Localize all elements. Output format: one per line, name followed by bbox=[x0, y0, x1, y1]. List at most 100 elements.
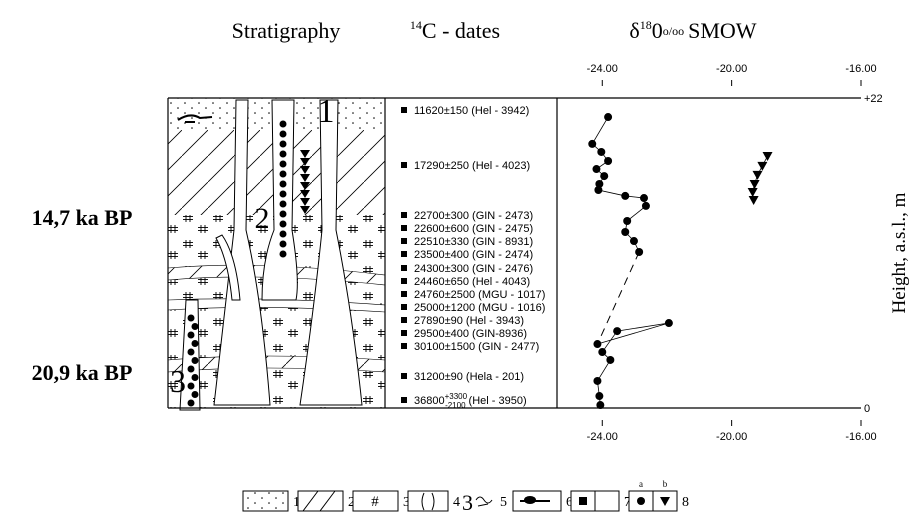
date-bullet bbox=[401, 397, 407, 403]
circle-marker bbox=[639, 194, 648, 203]
sample-dot bbox=[279, 250, 287, 258]
circle-marker bbox=[641, 201, 650, 210]
sample-dot bbox=[187, 382, 195, 390]
sample-dot bbox=[279, 120, 287, 128]
date: 36800+3300 -2100 (Hel - 3950) bbox=[414, 392, 527, 410]
sample-triangle bbox=[300, 198, 310, 206]
sample-dot bbox=[279, 230, 287, 238]
circle-marker bbox=[635, 248, 644, 257]
legend-number: 1 bbox=[293, 495, 300, 510]
triangle-marker bbox=[762, 152, 773, 162]
date: 22510±330 (GIN - 8931) bbox=[414, 236, 533, 248]
date: 24300±300 (GIN - 2476) bbox=[414, 263, 533, 275]
sample-triangle bbox=[300, 166, 310, 174]
x-tick-label: -24.00 bbox=[587, 431, 618, 443]
triangle-marker bbox=[747, 187, 758, 197]
circle-marker bbox=[664, 319, 673, 328]
date: 31200±90 (Hela - 201) bbox=[414, 371, 524, 383]
date-bullet bbox=[401, 265, 407, 271]
legend-number: 8 bbox=[682, 495, 689, 510]
stratigraphy: 1 2 3 bbox=[167, 93, 386, 411]
strat-number: 1 bbox=[318, 93, 335, 130]
circle-marker bbox=[604, 156, 613, 165]
sample-dot bbox=[279, 220, 287, 228]
legend-sub: a bbox=[639, 479, 643, 489]
legend-sub: b bbox=[663, 479, 668, 489]
sample-triangle bbox=[300, 174, 310, 182]
sample-dot bbox=[279, 240, 287, 248]
date-bullet bbox=[401, 278, 407, 284]
circle-marker bbox=[593, 340, 602, 349]
sample-dot bbox=[279, 140, 287, 148]
header-text: C - dates bbox=[422, 18, 500, 43]
date: 24460±650 (Hel - 4043) bbox=[414, 276, 530, 288]
circle-marker bbox=[588, 139, 597, 148]
sample-dot bbox=[279, 150, 287, 158]
date-lab: (Hel - 3950) bbox=[469, 395, 527, 407]
y-tick-label: +22 bbox=[864, 93, 883, 105]
date-bullet bbox=[401, 251, 407, 257]
legend-number: 4 bbox=[453, 495, 460, 510]
sample-triangle bbox=[300, 206, 310, 214]
circle-marker bbox=[600, 172, 609, 181]
date-minus: -2100 bbox=[445, 401, 466, 410]
dates-list: 11620±150 (Hel - 3942) 17290±250 (Hel - 4… bbox=[401, 105, 545, 383]
sample-triangle bbox=[300, 158, 310, 166]
date-bullet bbox=[401, 107, 407, 113]
circle-marker bbox=[598, 348, 607, 357]
sample-dot bbox=[279, 200, 287, 208]
circle-marker bbox=[596, 401, 605, 410]
sample-dot bbox=[187, 348, 195, 356]
sample-dot bbox=[279, 130, 287, 138]
sample-dot bbox=[187, 365, 195, 373]
gap-connector bbox=[596, 251, 640, 345]
date-bullet bbox=[401, 238, 407, 244]
series-line bbox=[591, 116, 670, 406]
date: 22700±300 (GIN - 2473) bbox=[414, 210, 533, 222]
sample-dot bbox=[187, 314, 195, 322]
age-label: 20,9 ka BP bbox=[32, 360, 133, 385]
circle-marker bbox=[595, 392, 604, 401]
sample-dot bbox=[191, 374, 199, 381]
sample-dot bbox=[279, 190, 287, 198]
circle-marker bbox=[621, 191, 630, 200]
header-sup: 18 bbox=[640, 18, 652, 32]
sample-dot bbox=[187, 331, 195, 339]
date: 24760±2500 (MGU - 1017) bbox=[414, 289, 545, 301]
legend-number: 6 bbox=[566, 495, 573, 510]
y-axis-label: Height, a.s.l., m bbox=[889, 192, 910, 313]
date: 17290±250 (Hel - 4023) bbox=[414, 160, 530, 172]
legend-number: 7 bbox=[624, 495, 631, 510]
date: 11620±150 (Hel - 3942) bbox=[414, 105, 529, 117]
date-bullet bbox=[401, 343, 407, 349]
sample-dot bbox=[191, 340, 199, 347]
x-tick-label: -16.00 bbox=[845, 63, 876, 75]
triangle-marker bbox=[752, 170, 763, 180]
date: 30100±1500 (GIN - 2477) bbox=[414, 341, 539, 353]
date-bullet bbox=[401, 162, 407, 168]
svg-text:#: # bbox=[371, 494, 379, 510]
date-bullet bbox=[401, 373, 407, 379]
circle-marker bbox=[597, 147, 606, 156]
header-sup: 14 bbox=[410, 18, 422, 32]
sample-dot bbox=[279, 170, 287, 178]
header-base: 0 bbox=[652, 18, 663, 43]
triangle-marker bbox=[749, 179, 760, 189]
x-tick-label: -16.00 bbox=[845, 431, 876, 443]
circle-marker bbox=[595, 179, 604, 188]
sample-dot bbox=[191, 357, 199, 364]
circle-marker bbox=[592, 165, 601, 174]
sample-dot bbox=[279, 180, 287, 188]
circle-marker bbox=[621, 228, 630, 237]
y-tick-label: 0 bbox=[864, 403, 870, 415]
circle-marker bbox=[604, 113, 613, 122]
legend: 1 2 # 3 4 3 5 6 7 a b 8 bbox=[242, 479, 689, 515]
sample-dot bbox=[279, 210, 287, 218]
legend-symbol-text: 3 bbox=[462, 490, 473, 515]
sample-dot bbox=[279, 160, 287, 168]
circle-marker bbox=[629, 237, 638, 246]
date-plus: +3300 bbox=[445, 392, 468, 401]
date-bullet bbox=[401, 291, 407, 297]
date-value: 36800 bbox=[414, 395, 445, 407]
